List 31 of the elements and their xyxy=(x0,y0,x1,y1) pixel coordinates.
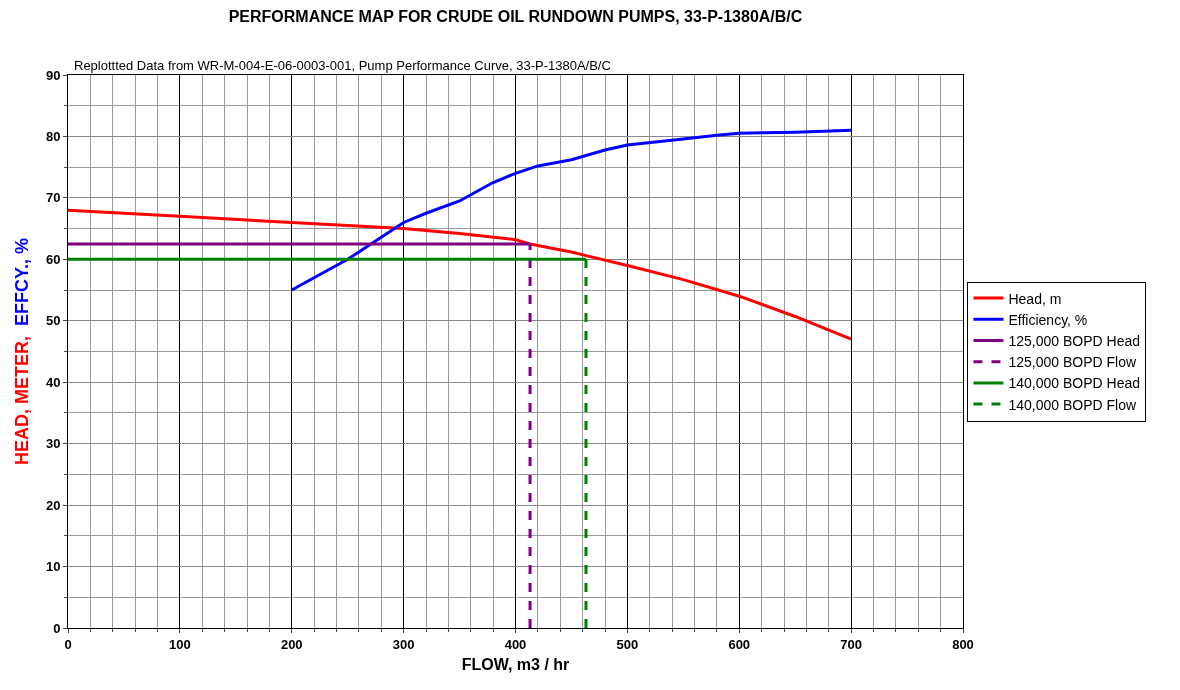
x-tick-label: 600 xyxy=(728,636,751,652)
x-tick-label: 300 xyxy=(392,636,415,652)
y-tick-label: 50 xyxy=(45,313,61,329)
legend-label: 125,000 BOPD Flow xyxy=(1008,354,1137,371)
y-tick-label: 80 xyxy=(45,128,61,144)
line-series xyxy=(290,128,853,292)
chart-subtitle: Replottted Data from WR-M-004-E-06-0003-001, Pump Performance Curve, 33-P-1380A/B/C xyxy=(74,58,611,73)
y-tick-label: 30 xyxy=(45,436,61,452)
x-axis-title: FLOW, m3 / hr xyxy=(461,656,570,674)
x-tick-label: 800 xyxy=(952,636,974,652)
x-tick-label: 700 xyxy=(840,636,862,652)
x-tick-label: 100 xyxy=(169,636,191,652)
legend-label: Efficiency, % xyxy=(1008,311,1088,328)
x-tick-label: 200 xyxy=(280,636,303,652)
legend-label: 140,000 BOPD Flow xyxy=(1008,396,1137,413)
y-tick-label: 0 xyxy=(53,620,61,636)
y-axis-title: HEAD, METER, EFFCY., % xyxy=(12,237,33,466)
x-tick-label: 0 xyxy=(64,636,72,652)
y-tick-label: 10 xyxy=(45,559,61,575)
chart-title: PERFORMANCE MAP FOR CRUDE OIL RUNDOWN PUMPS, 33-P-1380A/B/C xyxy=(228,7,803,25)
x-tick-label: 400 xyxy=(504,636,527,652)
legend-label: 140,000 BOPD Head xyxy=(1008,375,1141,392)
y-tick-label: 40 xyxy=(45,374,61,390)
legend-label: 125,000 BOPD Head xyxy=(1008,332,1141,349)
line-series xyxy=(68,208,853,341)
y-tick-label: 90 xyxy=(45,67,61,83)
x-tick-label: 500 xyxy=(616,636,639,652)
legend-label: Head, m xyxy=(1008,290,1062,307)
y-tick-label: 60 xyxy=(45,251,61,267)
y-tick-label: 20 xyxy=(45,497,61,513)
y-tick-label: 70 xyxy=(45,190,61,206)
